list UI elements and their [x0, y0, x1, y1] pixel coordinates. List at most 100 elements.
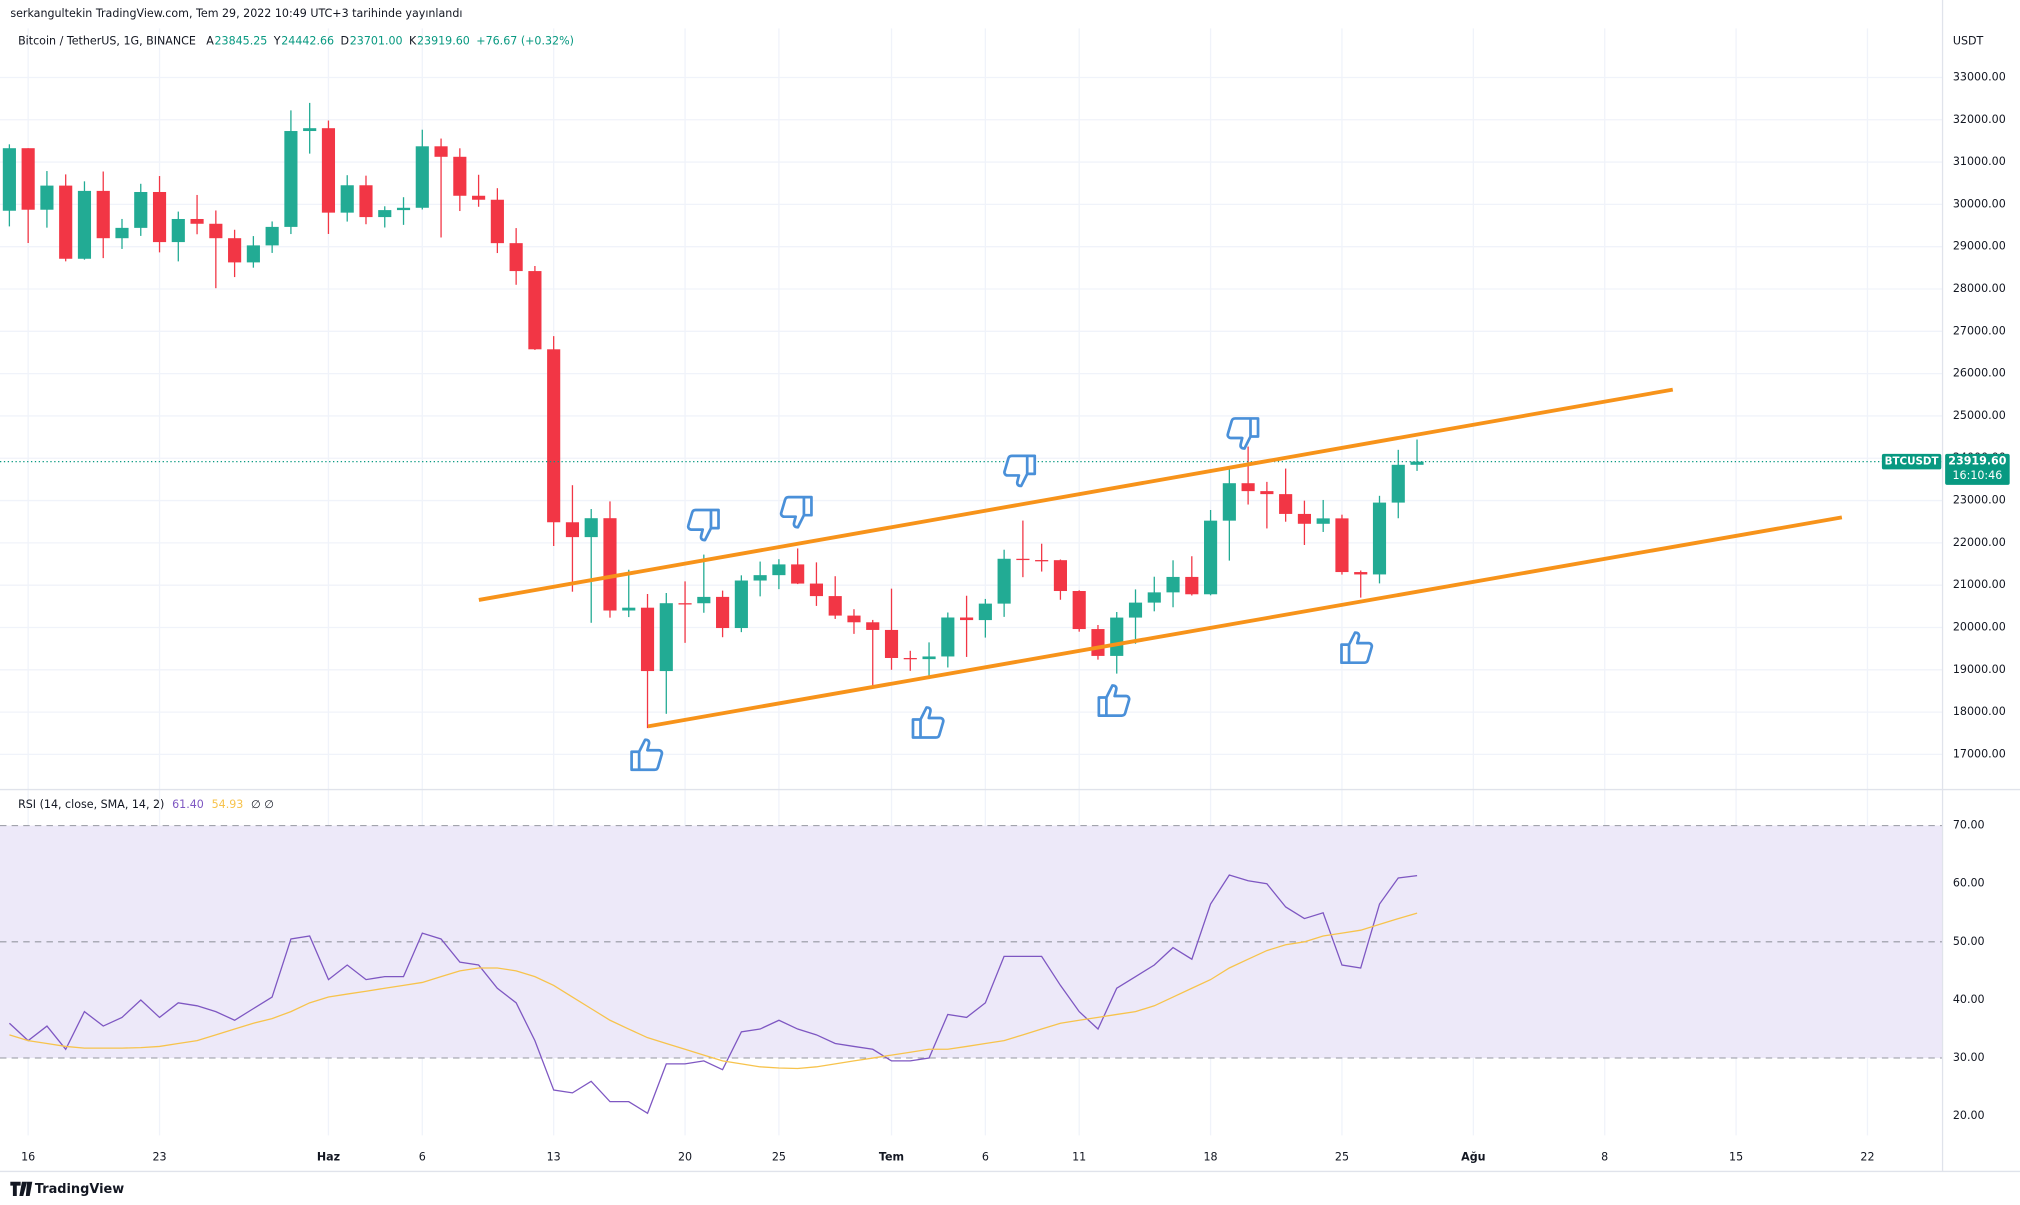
candle-body: [265, 226, 279, 246]
legend-close: 23919.60: [417, 34, 470, 47]
rsi-tick-label: 40.00: [1953, 993, 1985, 1006]
candle-body: [1016, 558, 1030, 561]
legend-high: 24442.66: [281, 34, 334, 47]
y-tick-label: 21000.00: [1953, 578, 2006, 591]
candle-body: [152, 191, 167, 243]
candle-body: [1260, 491, 1274, 495]
candle-body: [1091, 629, 1105, 656]
candle-body: [772, 564, 786, 576]
candle-body: [1147, 592, 1161, 603]
candle-body: [960, 617, 974, 621]
y-tick-label: 17000.00: [1953, 747, 2006, 760]
ohlc-legend: A 23845.25 Y 24442.66 D 23701.00 K 23919.60 +76.…: [206, 34, 574, 47]
candle-body: [828, 596, 842, 616]
candle-body: [1204, 520, 1218, 595]
candle-body: [509, 243, 523, 272]
x-tick-label: 13: [547, 1150, 561, 1163]
x-tick-label: 25: [772, 1150, 786, 1163]
x-tick-label: 22: [1860, 1150, 1874, 1163]
candle-body: [1185, 576, 1199, 595]
candle-body: [1166, 576, 1180, 593]
candle-body: [190, 218, 204, 224]
y-tick-label: 25000.00: [1953, 409, 2006, 422]
candle-body: [96, 190, 110, 239]
candle-body: [528, 271, 542, 350]
y-tick-label: 33000.00: [1953, 70, 2006, 83]
candle-body: [1410, 461, 1424, 465]
candle-body: [77, 190, 92, 259]
rsi-tick-label: 50.00: [1953, 935, 1985, 948]
candle-body: [321, 128, 336, 213]
brand: TradingView: [35, 1182, 124, 1197]
candle-body: [434, 146, 448, 157]
y-tick-label: 19000.00: [1953, 663, 2006, 676]
candle-body: [603, 518, 617, 611]
rsi-tick-label: 30.00: [1953, 1051, 1985, 1064]
candle-body: [697, 596, 711, 604]
candle-body: [978, 603, 992, 621]
y-tick-label: 30000.00: [1953, 197, 2006, 210]
candle-body: [1391, 464, 1405, 503]
candle-body: [809, 583, 824, 597]
y-tick-label: 22000.00: [1953, 536, 2006, 549]
trend-line: [478, 387, 1674, 602]
x-tick-label: 23: [152, 1150, 166, 1163]
x-tick-label: Tem: [879, 1150, 904, 1163]
candle-body: [1372, 502, 1387, 575]
brand-logo: [10, 1181, 33, 1196]
rsi-line: [9, 912, 1418, 1070]
candle-body: [228, 238, 242, 263]
rsi-legend-value: 61.40: [172, 798, 204, 811]
candle-body: [59, 185, 73, 259]
x-tick-label: 25: [1335, 1150, 1349, 1163]
candle-body: [1279, 494, 1293, 514]
candle-body: [21, 148, 35, 210]
symbol-tag-label: BTCUSDT: [1885, 456, 1939, 468]
y-tick-label: 20000.00: [1953, 620, 2006, 633]
candle-body: [884, 629, 899, 658]
candle-body: [922, 656, 936, 660]
candle-body: [640, 607, 655, 672]
candle-body: [903, 657, 917, 660]
rsi-legend-value: 54.93: [212, 798, 244, 811]
candle-body: [941, 617, 955, 657]
grid-layer: [0, 28, 1943, 1136]
candle-body: [115, 227, 129, 239]
plot-layer: [0, 102, 1943, 1115]
candle-body: [134, 191, 148, 228]
y-tick-label: 18000.00: [1953, 705, 2006, 718]
y-tick-label: 27000.00: [1953, 324, 2006, 337]
x-tick-label: 16: [21, 1150, 35, 1163]
candle-body: [565, 522, 580, 538]
candle-body: [1316, 518, 1330, 524]
candle-body: [866, 622, 880, 630]
x-tick-label: Haz: [317, 1150, 340, 1163]
candle-body: [791, 564, 805, 584]
legend-change: +76.67 (+0.32%): [476, 34, 574, 47]
symbol-tag: [1881, 453, 1942, 470]
chart-title: Bitcoin / TetherUS, 1G, BINANCE: [18, 34, 196, 47]
candle-body: [734, 580, 748, 629]
rsi-tick-label: 60.00: [1953, 877, 1985, 890]
candle-body: [359, 185, 373, 218]
candle-body: [1035, 560, 1049, 562]
legend-open-label: A: [206, 34, 214, 47]
x-tick-label: 18: [1204, 1150, 1218, 1163]
price-tag: [1945, 453, 2010, 485]
candle-body: [1335, 518, 1349, 573]
rsi-legend: 61.40 54.93 ∅ ∅: [172, 798, 274, 811]
candle-body: [659, 603, 673, 672]
rsi-line: [8, 874, 1418, 1115]
x-tick-label: 11: [1072, 1150, 1086, 1163]
candle-body: [490, 199, 504, 244]
candle-body: [1241, 483, 1255, 492]
candle-body: [246, 245, 260, 263]
candle-body: [1222, 483, 1236, 521]
candle-body: [678, 603, 692, 605]
rsi-tick-label: 70.00: [1953, 819, 1985, 832]
legend-open: 23845.25: [214, 34, 267, 47]
x-tick-label: 6: [982, 1150, 989, 1163]
candle-body: [1072, 591, 1086, 630]
